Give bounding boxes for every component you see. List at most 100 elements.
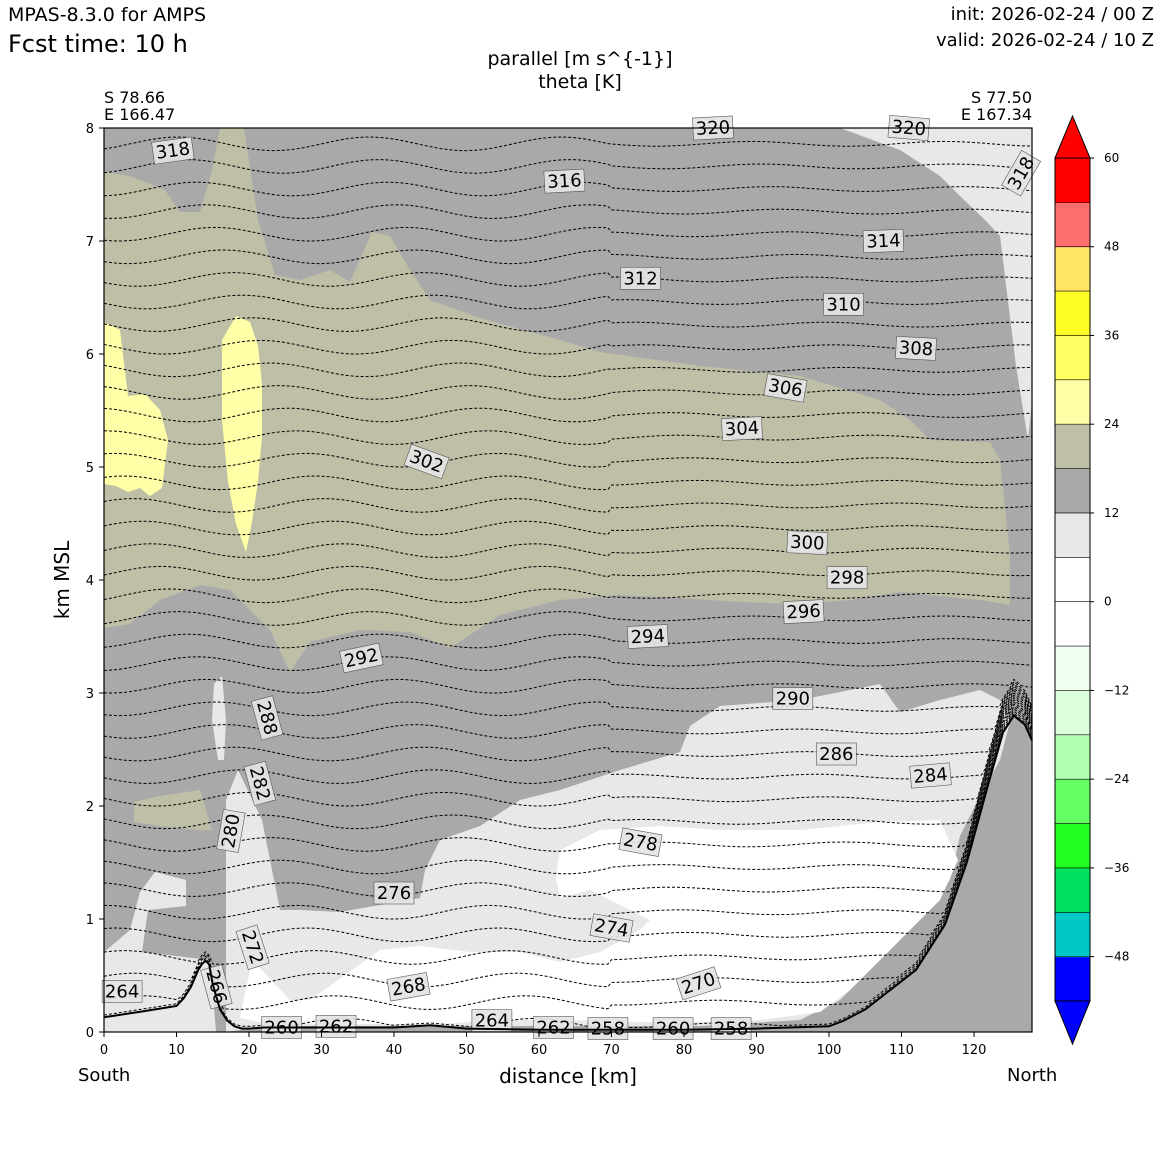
theta-label: 316 [543, 168, 586, 194]
theta-label-text: 318 [154, 138, 191, 164]
theta-contour-line [104, 136, 1032, 152]
colorbar-segment [1055, 246, 1090, 292]
theta-label-box [533, 1016, 574, 1039]
theta-label-box [1001, 149, 1042, 197]
y-tick-label: 8 [86, 122, 94, 137]
theta-label-text: 264 [105, 981, 139, 1002]
colorbar-tick-label: 36 [1104, 328, 1119, 342]
theta-contour-line [104, 339, 1032, 355]
colorbar-segment [1055, 512, 1090, 558]
theta-label-box [250, 695, 284, 741]
shade-region-pale-yellow-mid [222, 316, 262, 552]
theta-contour-line [104, 249, 1032, 265]
colorbar-extend-min [1054, 1000, 1091, 1046]
y-tick-label: 3 [86, 687, 94, 702]
theta-label: 264 [101, 979, 143, 1003]
colorbar-segment [1055, 291, 1090, 336]
colorbar: 60 48 36 24 12 0 −12 −24 −36 −48 [1054, 114, 1129, 1046]
colorbar-tick-label: 24 [1104, 417, 1119, 431]
y-tick-label: 2 [86, 800, 94, 815]
colorbar-segment [1055, 468, 1090, 514]
y-tick-label: 6 [86, 348, 94, 363]
theta-label-box [772, 687, 814, 710]
theta-contour-line [104, 696, 1032, 875]
south-end-label: South [78, 1065, 131, 1086]
theta-label-box [339, 642, 384, 674]
theta-label-text: 304 [724, 418, 759, 441]
theta-label-text: 312 [623, 268, 657, 289]
theta-label-box [101, 979, 143, 1003]
theta-label-box [862, 228, 905, 254]
theta-label-text: 316 [547, 170, 582, 193]
colorbar-segment [1055, 202, 1090, 248]
x-tick-label: 100 [817, 1043, 842, 1058]
theta-label-text: 276 [377, 883, 411, 904]
x-tick-label: 60 [531, 1043, 548, 1058]
theta-contour-line [104, 588, 1032, 604]
theta-label-box [782, 599, 825, 624]
x-tick-label: 70 [603, 1043, 620, 1058]
theta-label-text: 294 [630, 626, 665, 649]
theta-label: 286 [815, 742, 857, 766]
theta-label-text: 310 [826, 294, 860, 315]
north-end-label: North [1007, 1065, 1058, 1086]
theta-contour-line [104, 181, 1032, 197]
theta-label-box [620, 266, 661, 290]
theta-label-box [909, 762, 952, 789]
theta-contour-line [104, 701, 1032, 920]
theta-label: 262 [533, 1016, 574, 1039]
theta-label-text: 262 [536, 1018, 570, 1039]
theta-label: 284 [909, 762, 952, 789]
colorbar-segment [1055, 867, 1090, 913]
right-endpoint-latitude: S 77.50 [970, 88, 1032, 107]
colorbar-segment [1055, 335, 1090, 381]
theta-contour-line [104, 317, 1032, 332]
theta-label-text: 314 [866, 230, 901, 252]
theta-label-box [823, 292, 864, 316]
theta-contour-line [104, 656, 1032, 671]
colorbar-tick-label: −24 [1104, 772, 1129, 786]
theta-contour-line [104, 712, 1032, 1028]
colorbar-segment [1055, 823, 1090, 869]
theta-label-box [386, 972, 431, 1002]
theta-label-box [216, 808, 246, 853]
theta-label-box [543, 168, 586, 194]
theta-label-box [721, 416, 763, 441]
colorbar-segment [1055, 158, 1090, 203]
theta-contour-line [104, 430, 1032, 445]
theta-label: 294 [626, 624, 669, 649]
colorbar-tick-label: −36 [1104, 861, 1129, 875]
x-tick-label: 120 [962, 1043, 987, 1058]
colorbar-tick-label: 0 [1104, 595, 1112, 609]
theta-label: 292 [339, 642, 384, 674]
x-tick-label: 30 [313, 1043, 330, 1058]
theta-label-box [675, 966, 722, 1001]
colorbar-tick-label: 60 [1104, 151, 1119, 165]
theta-contour-line [104, 520, 1032, 536]
theta-label: 280 [216, 808, 246, 853]
theta-contour-line [104, 692, 1032, 830]
theta-contour-line [104, 543, 1032, 558]
shade-region-white-core [240, 820, 958, 1024]
theta-contour-line [104, 498, 1032, 513]
x-tick-label: 0 [100, 1043, 108, 1058]
colorbar-frame [1054, 157, 1091, 1002]
theta-contour-line [104, 452, 1032, 468]
colorbar-extend-max [1054, 114, 1091, 159]
colorbar-segment [1055, 779, 1090, 825]
valid-time: valid: 2026-02-24 / 10 Z [936, 30, 1154, 51]
right-endpoint-longitude: E 167.34 [960, 105, 1032, 124]
theta-contour-line [104, 710, 1032, 1010]
chart-subtitle: theta [K] [538, 71, 622, 93]
colorbar-segment [1055, 734, 1090, 780]
theta-label-box [589, 913, 634, 943]
theta-contour-line [104, 694, 1032, 852]
theta-label: 288 [250, 695, 284, 741]
theta-label-box [895, 336, 937, 361]
theta-contour-line [104, 678, 1032, 694]
wind-speed-shading [104, 128, 1032, 1032]
theta-label-box [763, 373, 808, 403]
theta-label: 308 [895, 336, 937, 361]
